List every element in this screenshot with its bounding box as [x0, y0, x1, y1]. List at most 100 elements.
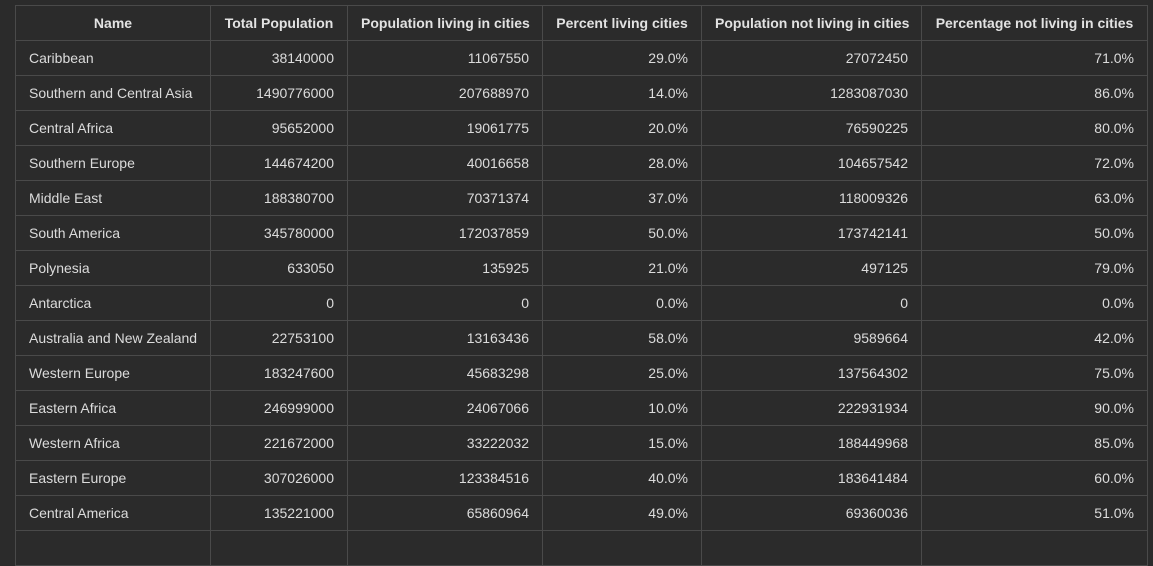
cell-total-population	[210, 530, 348, 566]
cell-percent-not-in-cities: 75.0%	[921, 355, 1148, 391]
cell-percent-not-in-cities: 42.0%	[921, 320, 1148, 356]
table-row: Eastern Africa 246999000 24067066 10.0% …	[15, 390, 1148, 426]
cell-population-not-in-cities: 222931934	[701, 390, 922, 426]
cell-population-not-in-cities: 173742141	[701, 215, 922, 251]
cell-percent-not-in-cities	[921, 530, 1148, 566]
cell-population-not-in-cities: 183641484	[701, 460, 922, 496]
cell-total-population: 188380700	[210, 180, 348, 216]
cell-population-in-cities: 33222032	[347, 425, 543, 461]
cell-percent-in-cities: 37.0%	[542, 180, 702, 216]
table-row: Southern Europe 144674200 40016658 28.0%…	[15, 145, 1148, 181]
cell-name: Western Europe	[15, 355, 211, 391]
cell-total-population: 135221000	[210, 495, 348, 531]
column-header-population-not-living-in-cities[interactable]: Population not living in cities	[701, 5, 922, 41]
cell-percent-in-cities: 14.0%	[542, 75, 702, 111]
cell-name: Polynesia	[15, 250, 211, 286]
table-row: Polynesia 633050 135925 21.0% 497125 79.…	[15, 250, 1148, 286]
cell-name: Western Africa	[15, 425, 211, 461]
cell-percent-not-in-cities: 60.0%	[921, 460, 1148, 496]
cell-population-in-cities: 19061775	[347, 110, 543, 146]
cell-population-in-cities: 172037859	[347, 215, 543, 251]
cell-name: Southern Europe	[15, 145, 211, 181]
cell-population-in-cities: 123384516	[347, 460, 543, 496]
cell-percent-in-cities: 49.0%	[542, 495, 702, 531]
cell-population-in-cities: 13163436	[347, 320, 543, 356]
cell-total-population: 246999000	[210, 390, 348, 426]
cell-percent-in-cities: 58.0%	[542, 320, 702, 356]
table-row: Southern and Central Asia 1490776000 207…	[15, 75, 1148, 111]
cell-percent-in-cities: 20.0%	[542, 110, 702, 146]
cell-population-in-cities: 0	[347, 285, 543, 321]
table-row: Antarctica 0 0 0.0% 0 0.0%	[15, 285, 1148, 321]
table-row: Eastern Europe 307026000 123384516 40.0%…	[15, 460, 1148, 496]
cell-population-not-in-cities: 76590225	[701, 110, 922, 146]
cell-population-not-in-cities: 0	[701, 285, 922, 321]
cell-population-not-in-cities: 69360036	[701, 495, 922, 531]
cell-total-population: 633050	[210, 250, 348, 286]
cell-percent-not-in-cities: 85.0%	[921, 425, 1148, 461]
cell-name: Australia and New Zealand	[15, 320, 211, 356]
cell-population-not-in-cities: 118009326	[701, 180, 922, 216]
column-header-percent-living-cities[interactable]: Percent living cities	[542, 5, 702, 41]
cell-percent-not-in-cities: 0.0%	[921, 285, 1148, 321]
cell-population-not-in-cities: 137564302	[701, 355, 922, 391]
cell-total-population: 95652000	[210, 110, 348, 146]
cell-population-in-cities: 40016658	[347, 145, 543, 181]
cell-percent-in-cities: 10.0%	[542, 390, 702, 426]
column-header-percentage-not-living-in-cities[interactable]: Percentage not living in cities	[921, 5, 1148, 41]
table-header: Name Total Population Population living …	[15, 5, 1148, 41]
cell-total-population: 38140000	[210, 40, 348, 76]
header-row: Name Total Population Population living …	[15, 5, 1148, 41]
cell-percent-not-in-cities: 79.0%	[921, 250, 1148, 286]
cell-population-in-cities: 24067066	[347, 390, 543, 426]
cell-population-not-in-cities: 27072450	[701, 40, 922, 76]
cell-percent-in-cities: 15.0%	[542, 425, 702, 461]
cell-total-population: 345780000	[210, 215, 348, 251]
cell-name: Central Africa	[15, 110, 211, 146]
cell-population-in-cities: 135925	[347, 250, 543, 286]
cell-population-in-cities	[347, 530, 543, 566]
table-row: Central America 135221000 65860964 49.0%…	[15, 495, 1148, 531]
cell-name: Southern and Central Asia	[15, 75, 211, 111]
cell-name: Middle East	[15, 180, 211, 216]
cell-population-not-in-cities: 188449968	[701, 425, 922, 461]
cell-percent-in-cities	[542, 530, 702, 566]
cell-name	[15, 530, 211, 566]
column-header-total-population[interactable]: Total Population	[210, 5, 348, 41]
table-row: Western Africa 221672000 33222032 15.0% …	[15, 425, 1148, 461]
cell-total-population: 307026000	[210, 460, 348, 496]
cell-total-population: 22753100	[210, 320, 348, 356]
cell-total-population: 221672000	[210, 425, 348, 461]
cell-percent-not-in-cities: 90.0%	[921, 390, 1148, 426]
cell-name: Caribbean	[15, 40, 211, 76]
cell-percent-in-cities: 25.0%	[542, 355, 702, 391]
cell-population-not-in-cities: 104657542	[701, 145, 922, 181]
cell-population-in-cities: 70371374	[347, 180, 543, 216]
table-row-partial	[15, 530, 1148, 566]
cell-population-not-in-cities: 1283087030	[701, 75, 922, 111]
cell-population-not-in-cities: 497125	[701, 250, 922, 286]
cell-percent-not-in-cities: 80.0%	[921, 110, 1148, 146]
cell-population-in-cities: 65860964	[347, 495, 543, 531]
column-header-name[interactable]: Name	[15, 5, 211, 41]
table-body: Caribbean 38140000 11067550 29.0% 270724…	[15, 40, 1148, 566]
table-row: Western Europe 183247600 45683298 25.0% …	[15, 355, 1148, 391]
cell-percent-not-in-cities: 86.0%	[921, 75, 1148, 111]
cell-percent-in-cities: 21.0%	[542, 250, 702, 286]
cell-total-population: 183247600	[210, 355, 348, 391]
cell-population-in-cities: 207688970	[347, 75, 543, 111]
table-row: Caribbean 38140000 11067550 29.0% 270724…	[15, 40, 1148, 76]
table-container: Name Total Population Population living …	[15, 5, 1148, 566]
cell-name: Eastern Africa	[15, 390, 211, 426]
population-table: Name Total Population Population living …	[15, 5, 1148, 566]
cell-percent-in-cities: 28.0%	[542, 145, 702, 181]
table-row: Middle East 188380700 70371374 37.0% 118…	[15, 180, 1148, 216]
table-row: Australia and New Zealand 22753100 13163…	[15, 320, 1148, 356]
cell-name: South America	[15, 215, 211, 251]
cell-percent-in-cities: 0.0%	[542, 285, 702, 321]
cell-percent-not-in-cities: 71.0%	[921, 40, 1148, 76]
cell-population-in-cities: 11067550	[347, 40, 543, 76]
table-row: South America 345780000 172037859 50.0% …	[15, 215, 1148, 251]
cell-population-not-in-cities: 9589664	[701, 320, 922, 356]
column-header-population-living-in-cities[interactable]: Population living in cities	[347, 5, 543, 41]
